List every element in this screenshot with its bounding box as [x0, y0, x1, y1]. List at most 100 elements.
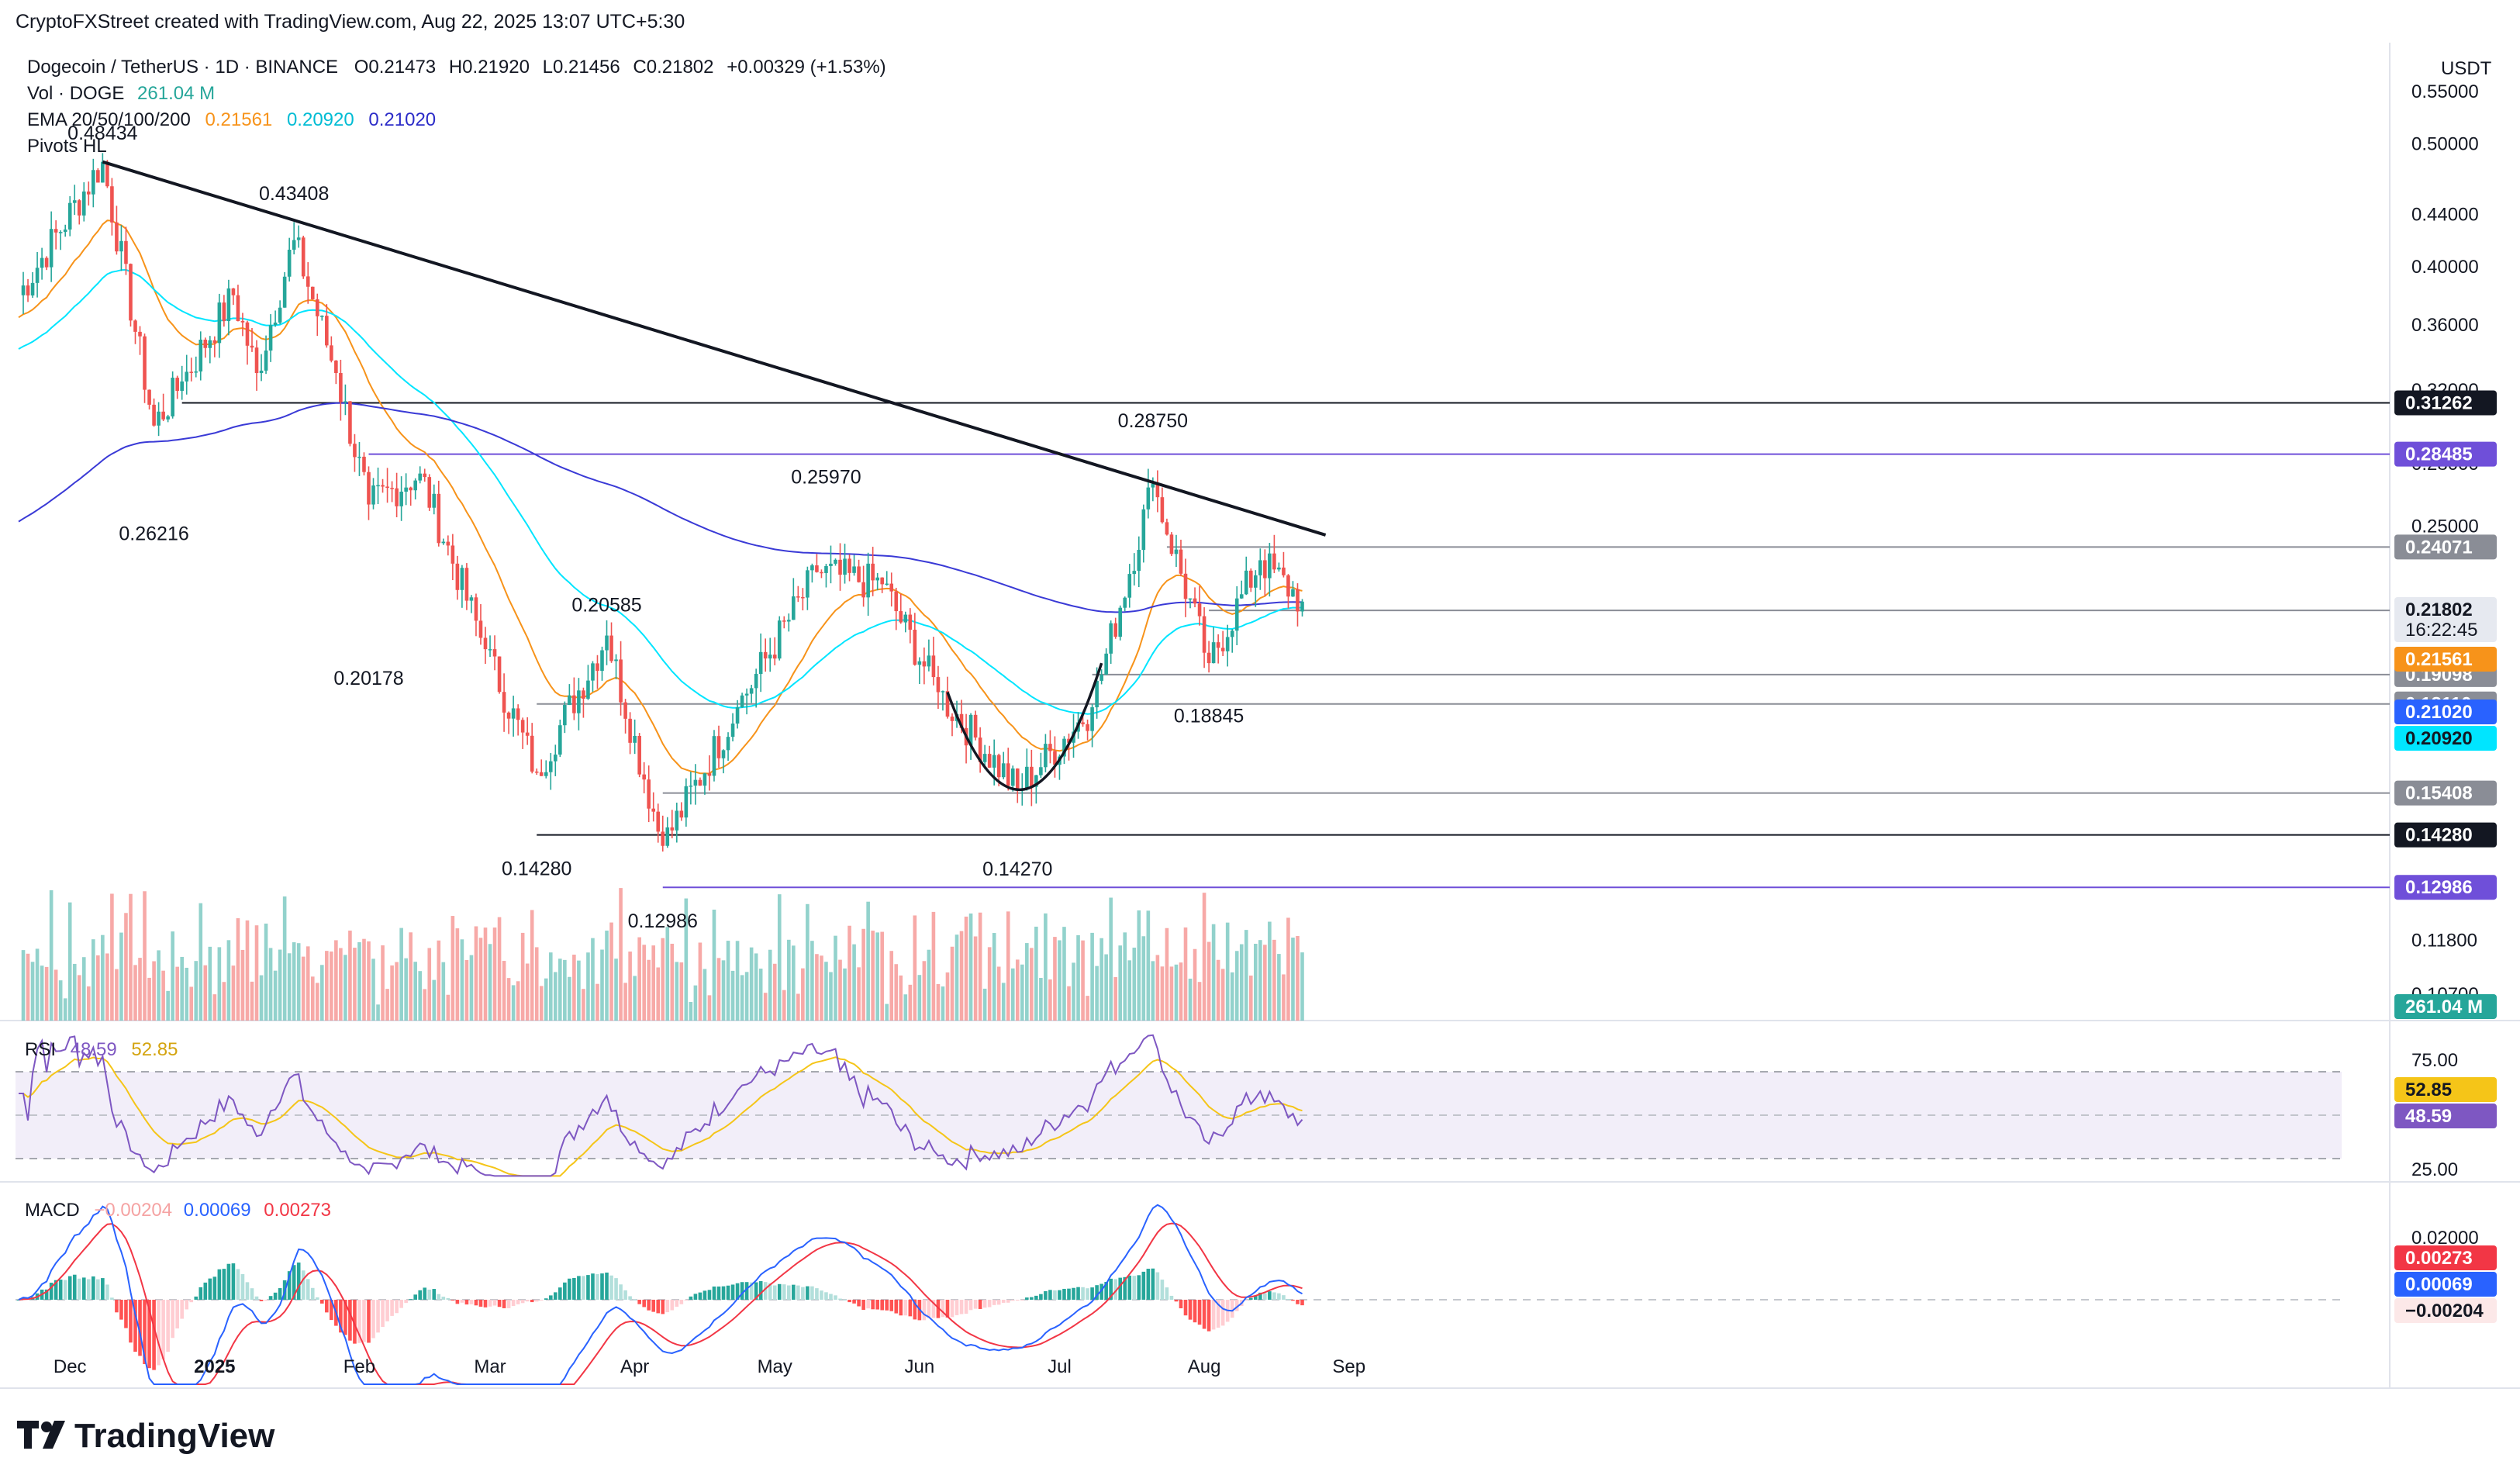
candle-body[interactable]: [325, 316, 329, 346]
candle-body[interactable]: [1211, 642, 1216, 664]
candle-body[interactable]: [642, 774, 646, 780]
candle-body[interactable]: [353, 444, 357, 458]
candle-body[interactable]: [437, 493, 441, 544]
candle-body[interactable]: [143, 336, 147, 390]
candle-body[interactable]: [124, 240, 128, 264]
candle-body[interactable]: [992, 755, 996, 768]
candle-body[interactable]: [908, 614, 913, 630]
candle-body[interactable]: [1188, 598, 1193, 600]
candle-body[interactable]: [1109, 623, 1113, 654]
candle-body[interactable]: [810, 565, 814, 571]
candle-body[interactable]: [469, 597, 474, 601]
candle-body[interactable]: [77, 200, 81, 216]
candle-body[interactable]: [1300, 601, 1304, 612]
candle-body[interactable]: [801, 596, 805, 599]
candle-body[interactable]: [834, 559, 837, 564]
candle-body[interactable]: [273, 322, 278, 326]
trendline-layer[interactable]: [102, 160, 1327, 792]
descending-trendline[interactable]: [102, 160, 1327, 537]
candle-body[interactable]: [820, 572, 823, 574]
candle-body[interactable]: [91, 170, 95, 195]
candle-body[interactable]: [534, 771, 539, 773]
candle-body[interactable]: [1118, 607, 1123, 637]
candle-body[interactable]: [105, 161, 109, 187]
candle-body[interactable]: [1104, 653, 1108, 675]
candle-body[interactable]: [348, 401, 352, 444]
candle-body[interactable]: [623, 702, 627, 719]
candlesticks[interactable]: [21, 153, 1304, 852]
candle-body[interactable]: [54, 229, 58, 233]
candle-body[interactable]: [152, 404, 156, 426]
candle-body[interactable]: [198, 339, 203, 372]
candle-body[interactable]: [367, 472, 371, 505]
candle-body[interactable]: [315, 299, 319, 316]
candle-body[interactable]: [917, 661, 922, 665]
candle-body[interactable]: [511, 708, 516, 719]
candle-body[interactable]: [40, 257, 44, 268]
candle-body[interactable]: [894, 591, 899, 612]
candle-body[interactable]: [334, 360, 338, 374]
candle-body[interactable]: [1062, 738, 1066, 757]
candle-body[interactable]: [460, 568, 464, 590]
candle-body[interactable]: [240, 321, 245, 323]
candle-body[interactable]: [796, 596, 800, 598]
candle-body[interactable]: [605, 635, 609, 651]
candle-body[interactable]: [619, 659, 623, 703]
candle-body[interactable]: [63, 229, 67, 233]
candle-body[interactable]: [1254, 575, 1258, 588]
candle-body[interactable]: [133, 320, 137, 332]
candle-body[interactable]: [749, 688, 754, 694]
candle-body[interactable]: [236, 295, 240, 322]
candle-body[interactable]: [726, 737, 730, 751]
candle-body[interactable]: [395, 488, 399, 506]
candle-body[interactable]: [880, 577, 884, 585]
candle-body[interactable]: [670, 827, 675, 831]
candle-body[interactable]: [203, 339, 208, 348]
candle-body[interactable]: [474, 597, 478, 621]
candle-body[interactable]: [254, 347, 259, 374]
candle-body[interactable]: [941, 691, 945, 693]
candle-body[interactable]: [637, 735, 641, 775]
candle-body[interactable]: [30, 282, 35, 295]
candle-body[interactable]: [320, 316, 324, 317]
candle-body[interactable]: [1197, 603, 1202, 617]
candle-body[interactable]: [982, 754, 987, 762]
candle-body[interactable]: [147, 389, 151, 405]
candle-body[interactable]: [633, 735, 637, 743]
candle-body[interactable]: [1230, 630, 1234, 637]
candle-body[interactable]: [1183, 573, 1188, 599]
candle-body[interactable]: [423, 473, 427, 478]
candle-body[interactable]: [675, 810, 679, 831]
candle-body[interactable]: [1239, 594, 1244, 599]
candle-body[interactable]: [866, 563, 870, 598]
candle-body[interactable]: [693, 779, 698, 786]
candle-body[interactable]: [330, 345, 333, 361]
candle-body[interactable]: [399, 491, 403, 506]
candle-body[interactable]: [58, 232, 63, 233]
candle-body[interactable]: [413, 480, 417, 491]
candle-body[interactable]: [166, 416, 170, 420]
candle-body[interactable]: [87, 191, 91, 195]
candle-body[interactable]: [357, 456, 361, 458]
candle-body[interactable]: [651, 808, 656, 812]
candle-body[interactable]: [189, 371, 194, 373]
candle-body[interactable]: [782, 620, 786, 622]
candle-body[interactable]: [497, 656, 502, 693]
candle-body[interactable]: [591, 663, 595, 681]
candle-body[interactable]: [1155, 483, 1160, 498]
candle-body[interactable]: [577, 690, 581, 713]
candle-body[interactable]: [282, 276, 287, 308]
candle-body[interactable]: [558, 725, 562, 755]
candle-body[interactable]: [185, 371, 189, 382]
candle-body[interactable]: [936, 677, 941, 693]
candle-body[interactable]: [871, 563, 875, 581]
candle-body[interactable]: [707, 773, 712, 776]
candle-body[interactable]: [44, 257, 49, 268]
candle-body[interactable]: [582, 690, 585, 699]
candle-body[interactable]: [171, 378, 174, 416]
candle-body[interactable]: [1282, 567, 1286, 575]
candle-body[interactable]: [278, 307, 282, 323]
candle-body[interactable]: [432, 493, 437, 508]
candle-body[interactable]: [684, 786, 689, 818]
candle-body[interactable]: [1234, 598, 1239, 631]
